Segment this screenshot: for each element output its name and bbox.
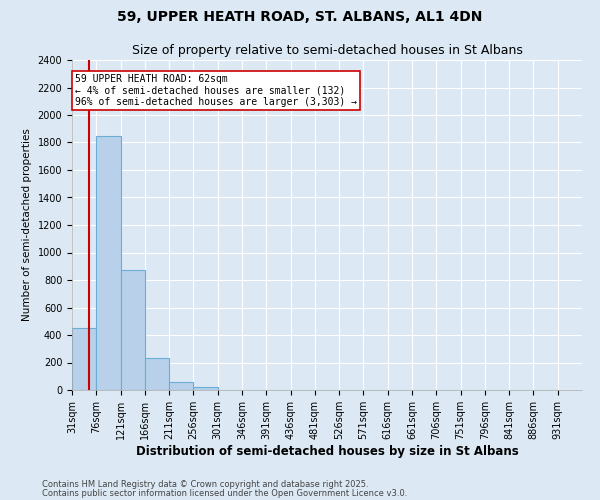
Bar — [145, 358, 169, 390]
Text: 59, UPPER HEATH ROAD, ST. ALBANS, AL1 4DN: 59, UPPER HEATH ROAD, ST. ALBANS, AL1 4D… — [118, 10, 482, 24]
Text: Contains public sector information licensed under the Open Government Licence v3: Contains public sector information licen… — [42, 488, 407, 498]
Bar — [121, 270, 145, 390]
Bar — [193, 387, 218, 390]
X-axis label: Distribution of semi-detached houses by size in St Albans: Distribution of semi-detached houses by … — [136, 444, 518, 458]
Bar — [169, 382, 193, 390]
Y-axis label: Number of semi-detached properties: Number of semi-detached properties — [22, 128, 32, 322]
Bar — [72, 328, 96, 390]
Text: 59 UPPER HEATH ROAD: 62sqm
← 4% of semi-detached houses are smaller (132)
96% of: 59 UPPER HEATH ROAD: 62sqm ← 4% of semi-… — [74, 74, 356, 107]
Text: Contains HM Land Registry data © Crown copyright and database right 2025.: Contains HM Land Registry data © Crown c… — [42, 480, 368, 489]
Bar — [96, 136, 121, 390]
Title: Size of property relative to semi-detached houses in St Albans: Size of property relative to semi-detach… — [131, 44, 523, 58]
